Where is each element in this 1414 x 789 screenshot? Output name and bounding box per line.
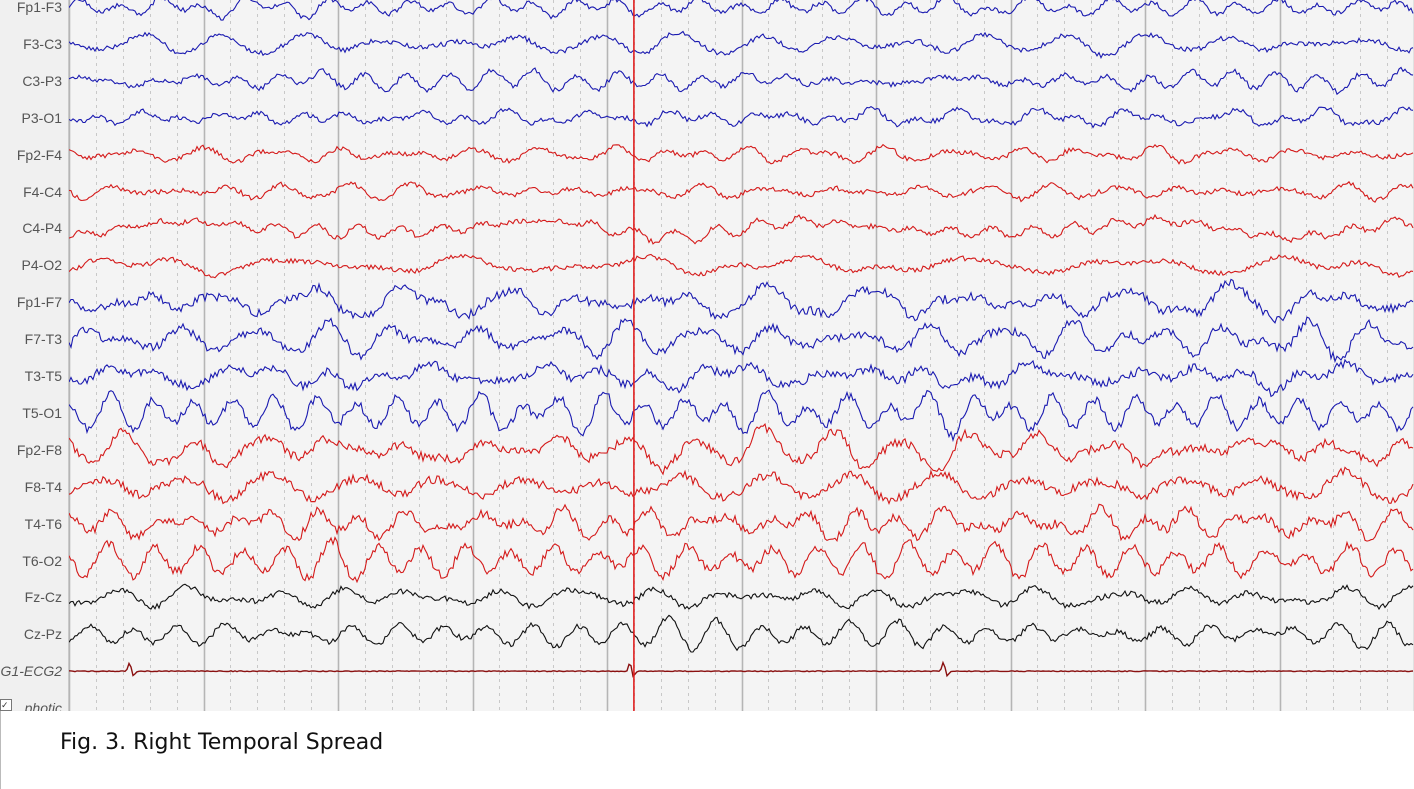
trace-f8-t4 [69, 466, 1414, 506]
trace-fp2-f8 [69, 422, 1414, 476]
trace-cz-pz [69, 614, 1414, 653]
channel-label: P4-O2 [21, 257, 62, 274]
trace-t4-t6 [69, 503, 1414, 543]
trace-c3-p3 [69, 66, 1414, 96]
trace-t6-o2 [69, 536, 1414, 584]
eeg-panel: Fp1-F3 F3-C3 C3-P3 P3-O1 Fp2-F4 F4-C4 C4-P4 P4-… [0, 0, 1414, 711]
trace-f7-t3 [69, 316, 1414, 364]
channel-label-column: Fp1-F3 F3-C3 C3-P3 P3-O1 Fp2-F4 F4-C4 C4-P4 P4-… [0, 0, 69, 711]
channel-label: Fp1-F7 [16, 294, 62, 311]
channel-label: T4-T6 [24, 515, 62, 532]
channel-label: Fp2-F8 [16, 441, 62, 458]
channel-label: C4-P4 [22, 220, 62, 237]
channel-label: T5-O1 [22, 404, 62, 421]
trace-t3-t5 [69, 358, 1414, 398]
channel-label: Cz-Pz [23, 626, 62, 643]
trace-p4-o2 [69, 253, 1414, 279]
figure-caption: Fig. 3. Right Temporal Spread [60, 730, 384, 755]
channel-label: T6-O2 [22, 552, 62, 569]
trace-g1-ecg2 [69, 660, 1414, 678]
trace-f3-c3 [69, 30, 1414, 60]
channel-label: P3-O1 [21, 109, 62, 126]
channel-label: C3-P3 [22, 72, 62, 89]
channel-label: F3-C3 [23, 35, 62, 52]
trace-c4-p4 [69, 213, 1414, 245]
page-left-border [0, 711, 1, 789]
trace-fp2-f4 [69, 143, 1414, 165]
trace-f4-c4 [69, 180, 1414, 203]
trace-fz-cz [69, 583, 1414, 611]
channel-label: F4-C4 [23, 183, 62, 200]
eeg-trace-area [69, 0, 1414, 711]
channel-label: Fp2-F4 [16, 146, 62, 163]
channel-label: F8-T4 [24, 478, 62, 495]
channel-label: Fz-Cz [24, 589, 62, 606]
trace-t5-o1 [69, 389, 1414, 443]
trace-p3-o1 [69, 105, 1414, 129]
channel-label: T3-T5 [24, 368, 62, 384]
trace-fp1-f3 [69, 0, 1414, 21]
channel-label: F7-T3 [24, 331, 62, 348]
photic-checkbox[interactable]: ✓ [0, 699, 12, 711]
channel-label: G1-ECG2 [0, 663, 62, 680]
channel-label: Fp1-F3 [16, 0, 62, 15]
eeg-trace-svg [69, 0, 1414, 711]
trace-fp1-f7 [69, 278, 1414, 324]
channel-label: photic [24, 700, 62, 711]
